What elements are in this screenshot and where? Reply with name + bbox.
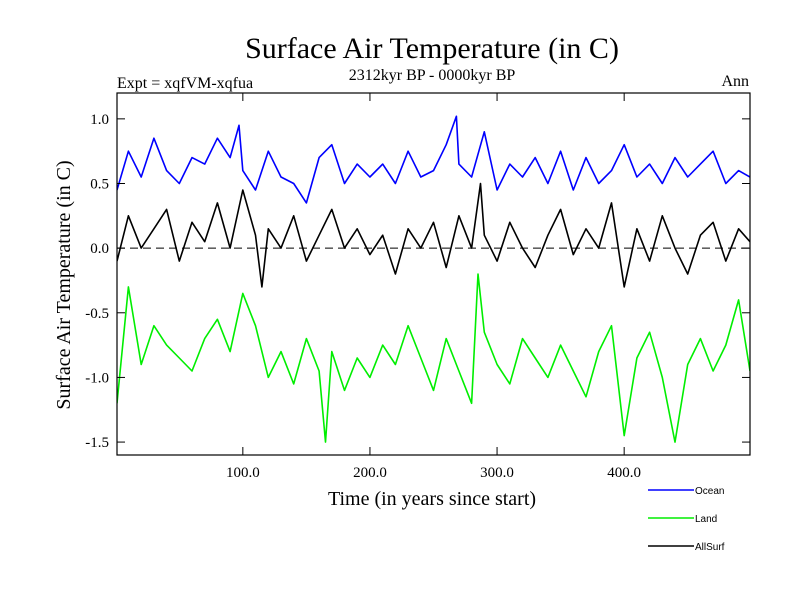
legend-label-allsurf: AllSurf (695, 542, 725, 553)
y-tick-label: -1.5 (85, 435, 109, 451)
expt-label: Expt = xqfVM-xqfua (117, 75, 253, 92)
series-layer (117, 115, 750, 443)
x-tick-label: 100.0 (226, 465, 260, 481)
y-tick-label: 1.0 (90, 112, 109, 128)
x-tick-label: 400.0 (607, 465, 641, 481)
axis-ticks: 100.0 200.0 300.0 400.0 1.0 0.5 0.0 -0.5 -1.0 -1.… (85, 93, 750, 481)
series-line-ocean (117, 115, 750, 204)
x-tick-label: 200.0 (353, 465, 387, 481)
chart-subtitle: 2312kyr BP - 0000kyr BP (349, 67, 516, 84)
y-axis-label: Surface Air Temperature (in C) (53, 160, 75, 409)
y-tick-label: 0.0 (90, 241, 109, 257)
x-tick-label: 300.0 (480, 465, 514, 481)
legend-label-land: Land (695, 514, 717, 525)
y-tick-label: -1.0 (85, 370, 109, 386)
plot-frame (116, 92, 751, 456)
series-line-land (117, 273, 750, 443)
legend: Ocean Land AllSurf (648, 486, 725, 553)
chart-title: Surface Air Temperature (in C) (245, 32, 619, 65)
series-line-allsurf (117, 182, 750, 288)
y-tick-label: -0.5 (85, 306, 109, 322)
x-axis-label: Time (in years since start) (328, 488, 536, 510)
season-label: Ann (721, 73, 749, 90)
legend-label-ocean: Ocean (695, 486, 724, 497)
y-tick-label: 0.5 (90, 177, 109, 193)
